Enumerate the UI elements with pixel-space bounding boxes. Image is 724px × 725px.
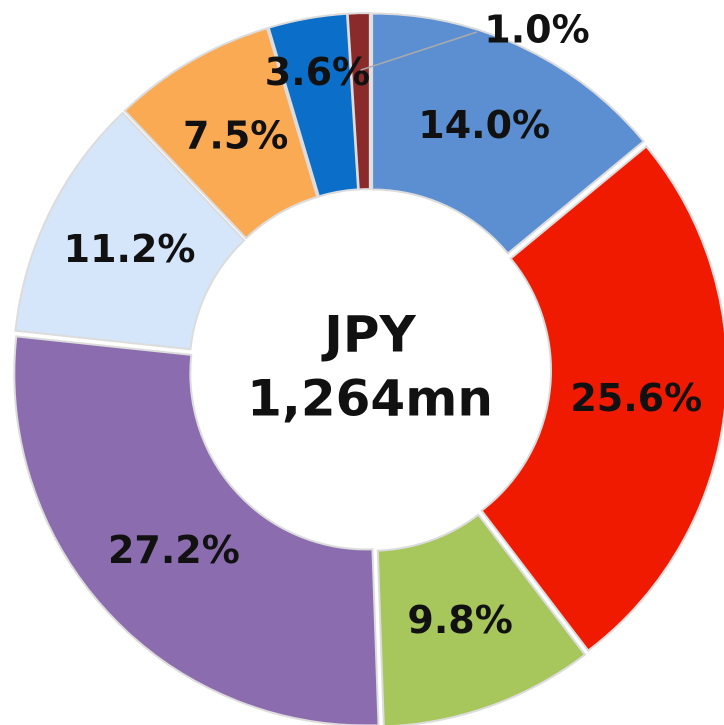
- donut-segment: [346, 12, 371, 191]
- data-label: 25.6%: [570, 376, 702, 420]
- donut-segment: [123, 27, 319, 240]
- donut-segment: [376, 513, 587, 725]
- data-label: 3.6%: [265, 50, 370, 94]
- donut-segment: [371, 12, 645, 255]
- donut-segment: [14, 111, 246, 351]
- center-label: 1,264mn: [247, 370, 493, 428]
- donut-segment: [480, 145, 724, 652]
- data-label: 7.5%: [183, 114, 288, 158]
- data-label: 11.2%: [64, 227, 196, 271]
- data-label: 27.2%: [108, 528, 240, 572]
- center-label: JPY: [321, 306, 416, 364]
- leader-line: [360, 31, 478, 71]
- data-label: 9.8%: [407, 598, 512, 642]
- data-label: 14.0%: [418, 103, 550, 147]
- data-label: 1.0%: [484, 8, 589, 52]
- donut-segment: [13, 335, 380, 725]
